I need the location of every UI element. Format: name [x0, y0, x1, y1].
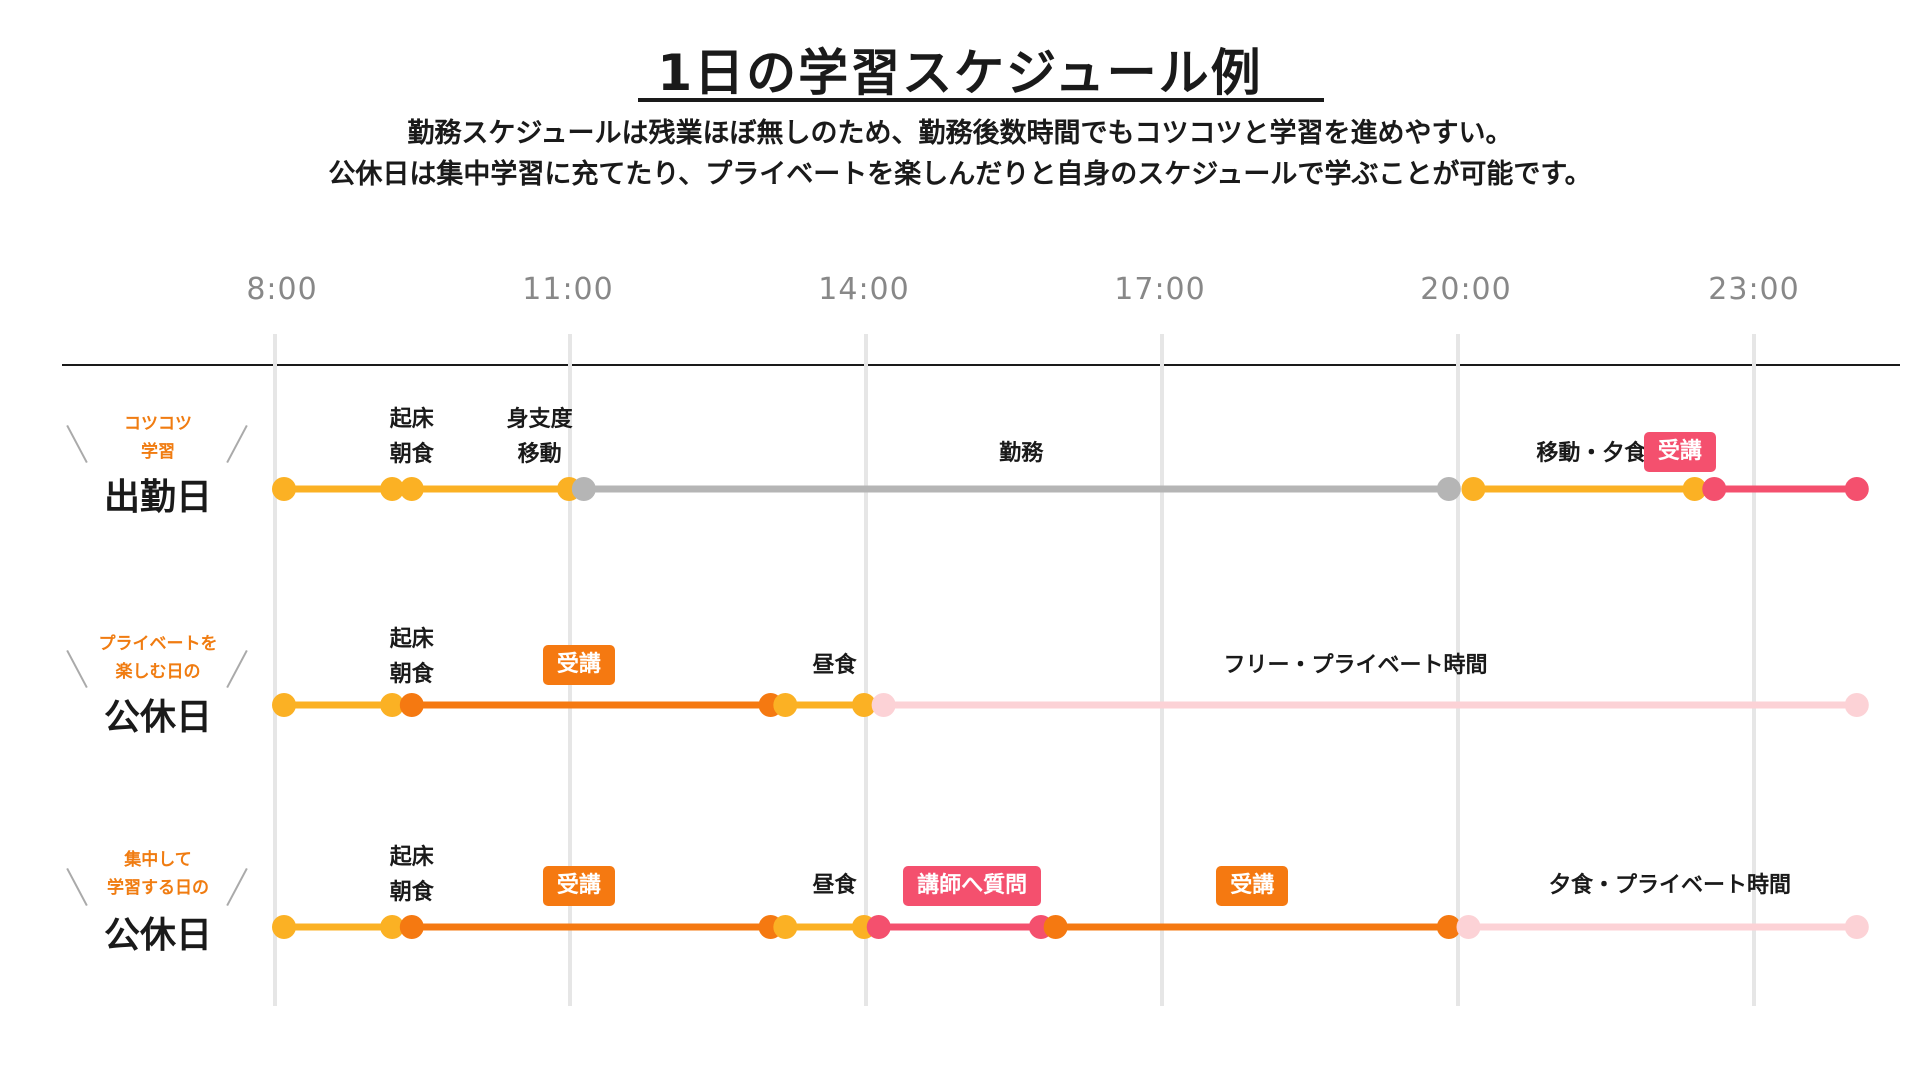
row1-segment-3-start-dot — [571, 477, 596, 501]
subtitle-line-1: 勤務スケジュールは残業ほぼ無しのため、勤務後数時間でもコツコツと学習を進めやすい… — [407, 118, 1513, 149]
row3-badge-3: 受講 — [1216, 866, 1289, 906]
row2-title: 公休日 — [103, 697, 212, 738]
row1-label-4: 移動・夕食 — [1536, 441, 1647, 466]
row1-segment-1-end-dot — [380, 477, 405, 501]
subtitle-line-2: 公休日は集中学習に充てたり、プライベートを楽しんだりと自身のスケジュールで学ぶこ… — [328, 159, 1592, 190]
gridline-23 — [1752, 334, 1756, 1006]
row1-segment-4-end-dot — [1682, 477, 1707, 501]
row3-segment-6-end-dot — [1844, 915, 1869, 939]
row1-segment-5-end-dot — [1844, 477, 1869, 501]
row3-segment-1-start-dot — [272, 915, 296, 939]
row3-title: 公休日 — [103, 915, 212, 956]
row2-tag-line2: 楽しむ日の — [115, 662, 201, 682]
gridline-14 — [864, 334, 868, 1006]
row3-segment-3-start-dot — [773, 915, 798, 939]
row2-segment-2-start-dot — [399, 693, 424, 717]
row2-label-1: 起床 朝食 — [389, 627, 434, 687]
row3-badge-1: 受講 — [542, 866, 615, 906]
row2-label-3: フリー・プライベート時間 — [1223, 653, 1488, 678]
row3-tag-line1: 集中して — [124, 850, 192, 870]
time-label-14: 14:00 — [818, 272, 910, 307]
row1-segment-4-start-dot — [1461, 477, 1486, 501]
row2-badge-1: 受講 — [542, 645, 615, 685]
row1-tag-line2: 学習 — [141, 442, 175, 462]
title-underline — [638, 98, 1324, 102]
row2-segment-1-end-dot — [380, 693, 405, 717]
row3-segment-2-start-dot — [399, 915, 424, 939]
row2-tag-line1: プライベートを — [98, 634, 218, 654]
row2-segment-3-start-dot — [773, 693, 798, 717]
time-label-11: 11:00 — [522, 272, 614, 307]
row1-segment-5-start-dot — [1702, 477, 1727, 501]
row3-tag-line2: 学習する日の — [107, 878, 209, 898]
row1-title: 出勤日 — [103, 477, 212, 518]
row3-segment-1-end-dot — [380, 915, 405, 939]
row1-label-2: 身支度 移動 — [506, 407, 573, 467]
row3-segment-6-start-dot — [1456, 915, 1481, 939]
row1-tag-line1: コツコツ — [124, 414, 192, 434]
time-label-17: 17:00 — [1114, 272, 1206, 307]
time-label-20: 20:00 — [1420, 272, 1512, 307]
row2-segment-4-end-dot — [1844, 693, 1869, 717]
gridline-8 — [273, 334, 277, 1006]
row3-label-1: 起床 朝食 — [389, 845, 434, 905]
row2-segment-4-start-dot — [871, 693, 896, 717]
page-title: 1日の学習スケジュール例 — [657, 44, 1263, 102]
row3-badge-2: 講師へ質問 — [903, 866, 1042, 906]
time-label-23: 23:00 — [1708, 272, 1800, 307]
row2-label-2: 昼食 — [812, 653, 857, 678]
gridline-20 — [1456, 334, 1460, 1006]
row3-segment-4-start-dot — [866, 915, 891, 939]
axis-divider — [62, 364, 1900, 366]
time-label-8: 8:00 — [246, 272, 318, 307]
row3-label-3: 夕食・プライベート時間 — [1549, 873, 1792, 898]
row1-label-3: 勤務 — [999, 441, 1044, 466]
row1-badge-1: 受講 — [1643, 432, 1716, 472]
row1-segment-1-start-dot — [272, 477, 296, 501]
row3-label-2: 昼食 — [812, 873, 857, 898]
row3-segment-5-start-dot — [1043, 915, 1068, 939]
row1-segment-3-end-dot — [1436, 477, 1461, 501]
row2-segment-3-end-dot — [851, 693, 876, 717]
gridline-17 — [1160, 334, 1164, 1006]
row1-label-1: 起床 朝食 — [389, 407, 434, 467]
row1-segment-2-start-dot — [399, 477, 424, 501]
row3-segment-5-end-dot — [1436, 915, 1461, 939]
row2-segment-1-start-dot — [272, 693, 296, 717]
